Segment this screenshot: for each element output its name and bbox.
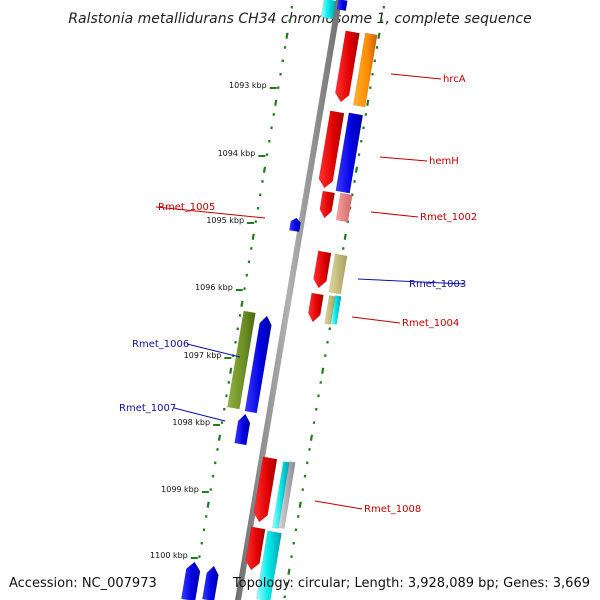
gene-Rmet1005-red[interactable] <box>308 292 324 323</box>
leader-line <box>173 407 226 422</box>
gene-labels: hrcA hemH Rmet_1002 Rmet_1003 Rmet_1004 Rmet_… <box>119 73 477 515</box>
summary-text: Topology: circular; Length: 3,928,089 bp… <box>232 576 590 591</box>
tick-label: 1099 kbp <box>161 485 199 494</box>
tick-mark <box>229 367 233 374</box>
gene-label[interactable]: hemH <box>429 156 459 167</box>
gene-blue-bottom-2[interactable] <box>202 565 219 600</box>
gene-hemH-red[interactable] <box>318 110 345 189</box>
gene-Rmet1008-cyan[interactable] <box>272 461 290 529</box>
tick-label: 1097 kbp <box>184 351 222 360</box>
tick-mark <box>354 166 359 173</box>
tick-label: 1094 kbp <box>218 149 256 158</box>
tick-mark <box>298 501 302 508</box>
accession-text: Accession: NC_007973 <box>9 576 157 591</box>
gene-cyan-bottom[interactable] <box>256 530 282 600</box>
gene-hemH-blue[interactable] <box>335 112 364 194</box>
gene-orange-1[interactable] <box>353 32 378 108</box>
gene-label[interactable]: Rmet_1003 <box>409 279 466 290</box>
gene-red-bottom[interactable] <box>245 526 266 571</box>
gene-Rmet1002-red[interactable] <box>319 190 335 219</box>
gene-label[interactable]: Rmet_1006 <box>132 339 189 350</box>
leader-line <box>390 73 442 80</box>
tick-mark <box>321 367 325 374</box>
tick-mark <box>217 434 222 441</box>
leader-line <box>351 316 401 324</box>
gene-Rmet1005-cyan[interactable] <box>330 295 342 325</box>
leader-line <box>357 278 465 285</box>
gene-Rmet1005-khaki[interactable] <box>324 295 336 325</box>
leader-line <box>186 343 241 358</box>
tick-mark <box>240 300 244 307</box>
gene-Rmet1006-blue[interactable] <box>244 315 272 414</box>
tick-label: 1098 kbp <box>172 418 210 427</box>
gene-Rmet1008-red[interactable] <box>253 456 278 523</box>
map-title: Ralstonia metallidurans CH34 chromosome … <box>68 11 531 27</box>
gene-Rmet1003[interactable] <box>289 217 301 233</box>
tick-label: 1095 kbp <box>206 216 244 225</box>
tick-mark <box>377 32 381 39</box>
gene-label[interactable]: Rmet_1007 <box>119 403 176 414</box>
gene-label[interactable]: Rmet_1008 <box>364 504 421 515</box>
gene-hrcA[interactable] <box>335 30 360 103</box>
gene-label[interactable]: Rmet_1004 <box>402 318 459 329</box>
tick-mark <box>251 233 255 240</box>
leader-line <box>370 211 419 218</box>
gene-features <box>181 0 378 600</box>
tick-labels: 1093 kbp 1094 kbp 1095 kbp 1096 kbp 1097 kbp… <box>150 81 277 560</box>
leader-line <box>379 156 428 162</box>
gene-Rmet1004-red[interactable] <box>313 250 332 289</box>
tick-mark <box>262 166 267 173</box>
gene-Rmet1002-pink[interactable] <box>335 192 353 223</box>
tick-mark <box>366 99 370 106</box>
tick-label: 1093 kbp <box>229 81 267 90</box>
leader-line <box>314 500 363 510</box>
tick-mark <box>285 32 289 39</box>
tick-mark <box>206 501 210 508</box>
gene-Rmet1008-gray[interactable] <box>278 461 296 529</box>
tick-label: 1096 kbp <box>195 283 233 292</box>
gene-Rmet1004-khaki[interactable] <box>328 253 348 295</box>
gene-label[interactable]: Rmet_1002 <box>420 212 477 223</box>
gene-blue-top[interactable] <box>336 0 348 11</box>
chromosome-backbone <box>235 0 342 600</box>
gene-label[interactable]: hrcA <box>443 74 466 85</box>
gene-cyan-top[interactable] <box>320 0 337 20</box>
tick-mark <box>274 99 278 106</box>
tick-mark <box>287 568 291 575</box>
gene-Rmet1007[interactable] <box>234 413 251 446</box>
tick-mark <box>343 233 347 240</box>
gene-Rmet1006-olive[interactable] <box>227 310 256 410</box>
tick-mark <box>309 434 314 441</box>
gene-label[interactable]: Rmet_1005 <box>158 202 215 213</box>
gene-blue-bottom-1[interactable] <box>181 561 201 600</box>
leader-line <box>155 206 266 219</box>
tick-label: 1100 kbp <box>150 551 188 560</box>
backbone <box>235 0 342 600</box>
